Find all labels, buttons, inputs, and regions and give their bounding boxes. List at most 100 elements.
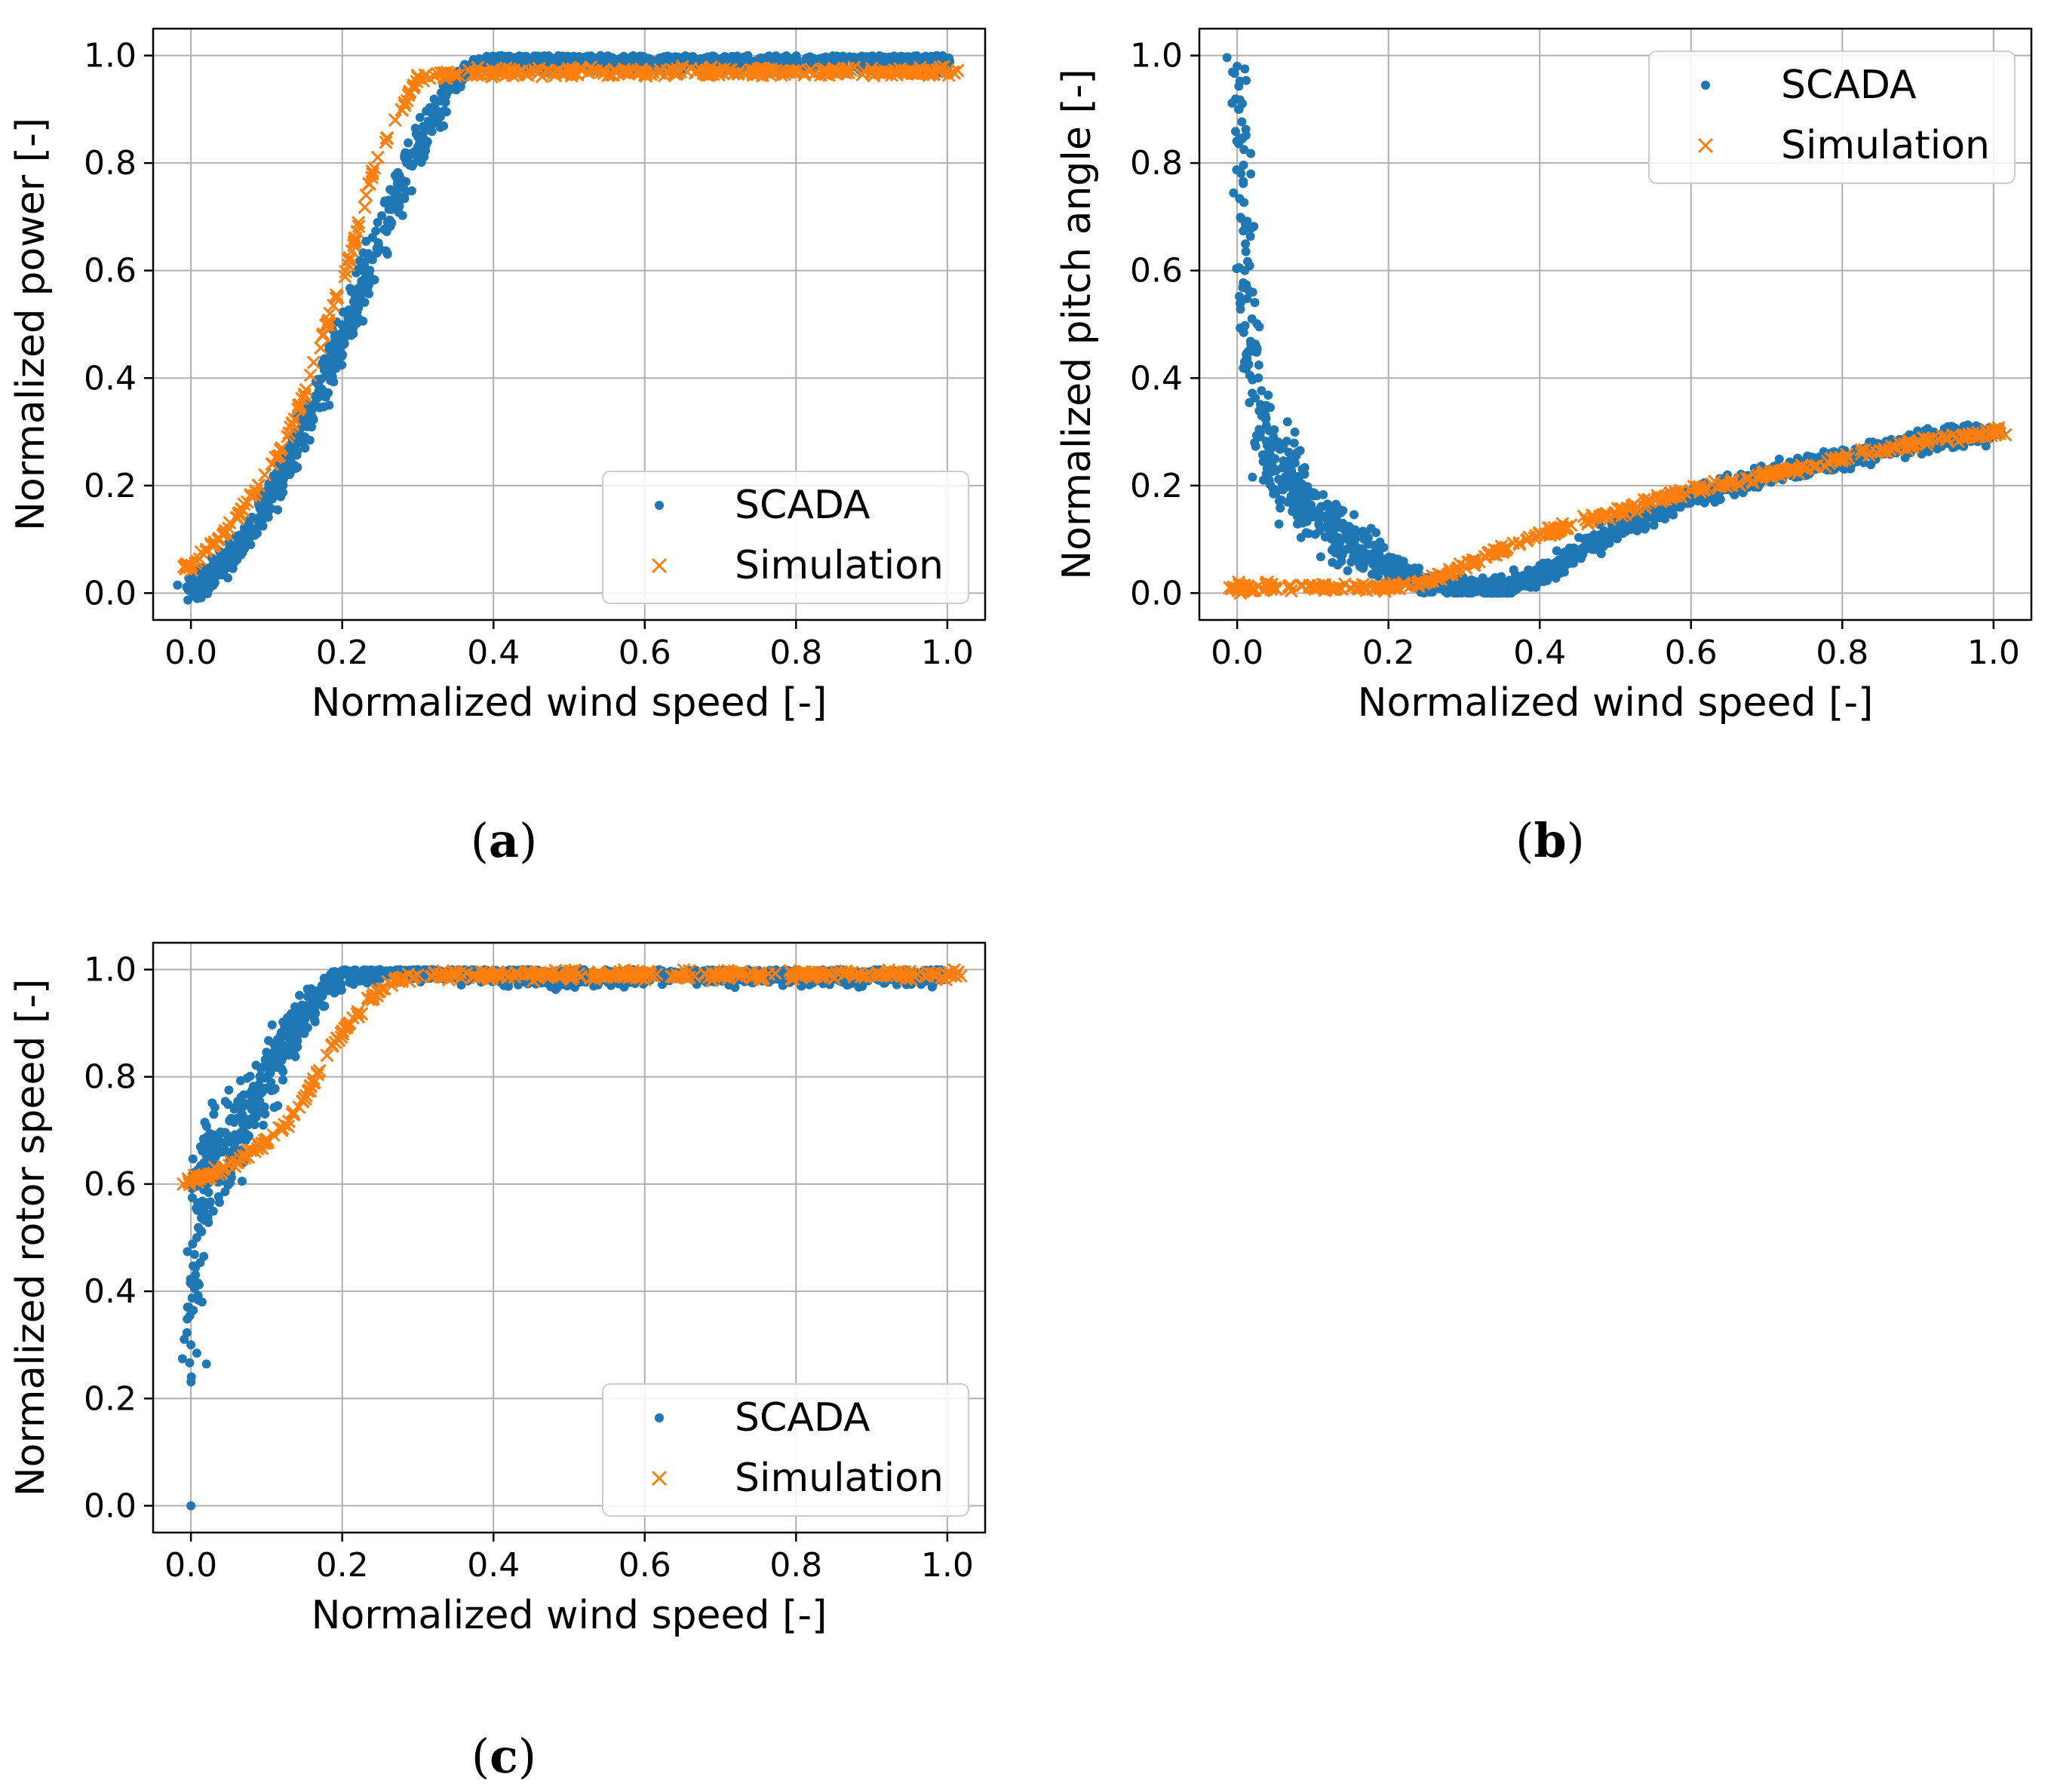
simulation-point [754, 60, 768, 75]
scada-point [1481, 588, 1491, 598]
simulation-point [487, 64, 501, 79]
simulation-point [1232, 578, 1246, 592]
scada-point [1248, 375, 1257, 385]
scada-point [1255, 427, 1265, 437]
scada-point [367, 255, 377, 265]
scada-point [400, 194, 410, 204]
scada-point [197, 1297, 207, 1307]
scada-point [1240, 64, 1250, 74]
scada-point [730, 983, 740, 993]
scada-point [428, 110, 438, 120]
x-tick-label: 0.4 [1513, 634, 1566, 672]
simulation-point [1242, 583, 1257, 598]
scada-point [337, 330, 347, 340]
scada-point [267, 1020, 277, 1029]
legend-box [1648, 51, 2016, 184]
simulation-point [1638, 501, 1653, 515]
scada-point [249, 1082, 259, 1091]
scada-point [1239, 179, 1248, 189]
scada-point [1240, 265, 1250, 275]
simulation-point [462, 63, 476, 78]
scada-point [1349, 510, 1359, 520]
scada-point [1323, 523, 1333, 533]
legend-scada-marker [1701, 81, 1710, 90]
scada-point [1549, 568, 1559, 578]
scada-point [1343, 566, 1352, 575]
scada-point [791, 56, 801, 66]
scada-point [1356, 544, 1366, 554]
y-tick-label: 0.6 [1130, 252, 1183, 290]
scada-point [219, 1147, 229, 1157]
scada-point [345, 308, 355, 318]
y-tick-label: 0.4 [84, 359, 137, 397]
simulation-point [194, 545, 208, 560]
scada-point [663, 53, 673, 63]
scada-point [895, 57, 904, 66]
scada-point [276, 477, 286, 486]
simulation-point [864, 61, 879, 75]
simulation-point [1986, 425, 2000, 439]
simulation-point [315, 329, 330, 343]
scada-point [413, 142, 422, 152]
scada-point [916, 55, 926, 65]
simulation-point [410, 70, 425, 84]
simulation-point [1306, 581, 1320, 595]
simulation-point [252, 478, 266, 492]
scada-point [1270, 454, 1280, 464]
scada-point [1236, 304, 1245, 314]
scada-point [373, 217, 382, 227]
simulation-point [562, 64, 576, 79]
scada-point [1222, 53, 1232, 63]
simulation-point [1966, 426, 1980, 440]
scada-point [295, 990, 305, 1000]
simulation-point [358, 200, 372, 214]
scada-point [358, 280, 367, 290]
simulation-point [570, 68, 585, 82]
scada-point [1346, 535, 1356, 545]
scada-point [838, 55, 848, 65]
scada-point [1348, 524, 1358, 534]
simulation-point [1930, 431, 1945, 446]
scada-point [1626, 524, 1636, 534]
scada-point [1523, 575, 1533, 585]
x-tick-label: 0.6 [1665, 634, 1718, 672]
scada-point [1715, 495, 1725, 505]
simulation-point [291, 398, 305, 413]
scada-point [398, 210, 407, 220]
simulation-point [346, 238, 361, 253]
scada-point [318, 1002, 328, 1011]
axes-frame [152, 27, 987, 621]
scada-point [1337, 557, 1346, 566]
y-axis-label: Normalized pitch angle [-] [1055, 69, 1100, 579]
scada-point [193, 581, 203, 591]
simulation-point [1641, 492, 1656, 507]
scada-point [729, 52, 739, 62]
simulation-point [1783, 464, 1798, 478]
scada-point [1239, 278, 1248, 287]
simulation-point [1759, 468, 1774, 482]
simulation-point [185, 563, 199, 578]
scada-point [1427, 588, 1437, 597]
scada-point [1274, 474, 1284, 484]
scada-point [186, 583, 196, 593]
scada-point [930, 52, 940, 62]
scada-point [1289, 438, 1299, 448]
scada-point [398, 180, 407, 189]
scada-point [514, 51, 523, 61]
scada-point [262, 497, 272, 507]
scada-point [251, 1060, 261, 1070]
scada-point [210, 573, 220, 583]
scada-point [1981, 441, 1991, 451]
simulation-point [1713, 478, 1727, 492]
scada-point [1237, 117, 1247, 127]
simulation-point [1787, 462, 1801, 477]
simulation-point [352, 219, 366, 234]
simulation-point [774, 68, 788, 82]
scada-point [224, 1085, 234, 1095]
scada-point [1229, 188, 1239, 198]
simulation-point [326, 299, 341, 313]
simulation-point [1268, 581, 1282, 595]
simulation-point [229, 511, 244, 525]
